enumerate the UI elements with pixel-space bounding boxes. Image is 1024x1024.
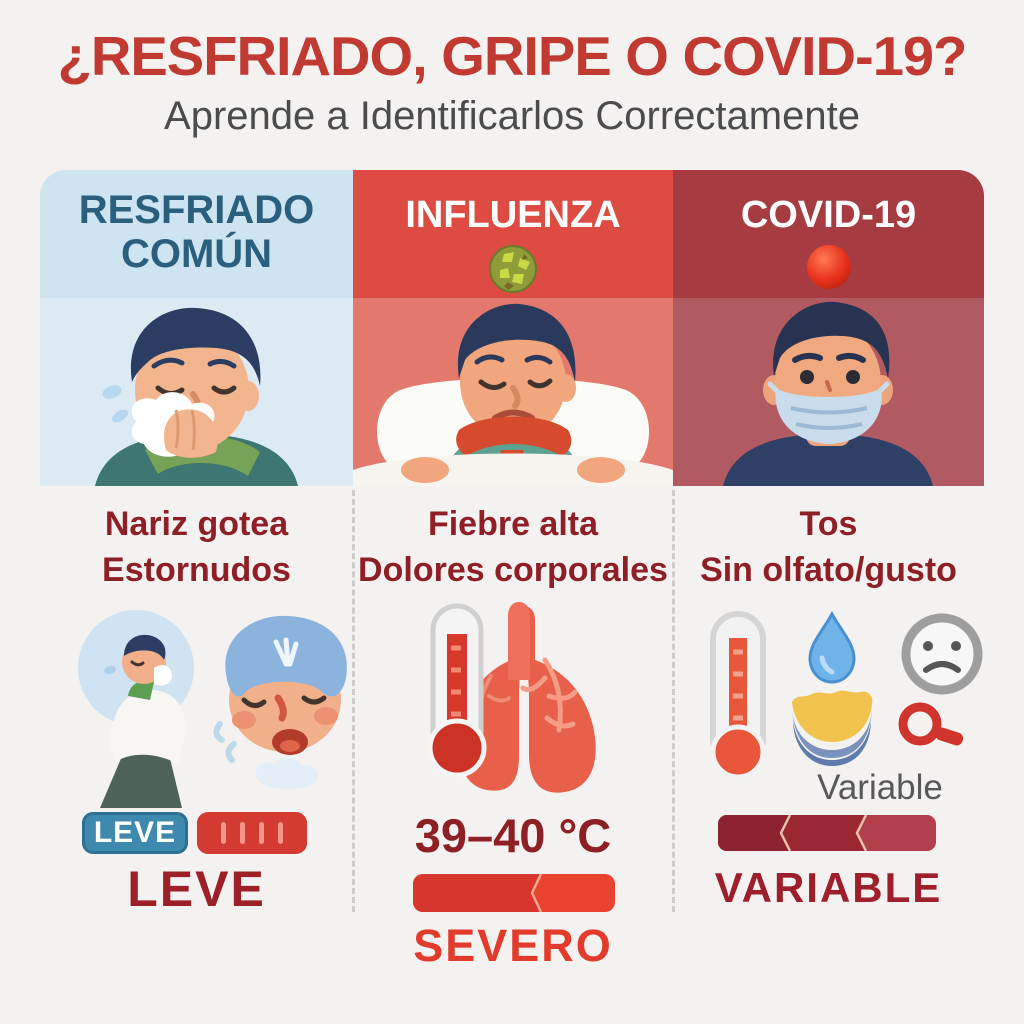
cold-symptom-2: Estornudos bbox=[102, 551, 291, 589]
cold-header-line1: RESFRIADO bbox=[78, 188, 315, 232]
flu-header: INFLUENZA bbox=[405, 194, 621, 236]
cold-sneeze-icons bbox=[78, 610, 347, 808]
covid-severity-bar bbox=[718, 815, 936, 851]
page-title: ¿RESFRIADO, GRIPE O COVID-19? bbox=[57, 25, 968, 87]
covid-illustration bbox=[673, 298, 984, 486]
column-influenza: INFLUENZA bbox=[353, 170, 673, 486]
column-divider bbox=[672, 490, 675, 912]
column-resfriado: RESFRIADO COMÚN bbox=[40, 170, 353, 486]
severity-tick-pill bbox=[197, 812, 307, 854]
covid-symptom-icons bbox=[710, 610, 983, 780]
red-dot-icon bbox=[806, 245, 851, 289]
cold-illustration bbox=[40, 298, 353, 486]
tick bbox=[278, 822, 283, 844]
cold-severity-label: LEVE bbox=[127, 861, 266, 917]
flu-temperature: 39–40 °C bbox=[414, 809, 612, 862]
cold-header: RESFRIADO COMÚN bbox=[40, 188, 353, 276]
tick bbox=[259, 822, 264, 844]
flu-severity-label: SEVERO bbox=[413, 920, 613, 971]
cold-header-line2: COMÚN bbox=[120, 232, 273, 276]
covid-variability-note: Variable bbox=[817, 768, 943, 807]
flu-illustration bbox=[353, 298, 673, 486]
column-covid: COVID-19 bbox=[673, 170, 984, 486]
covid-symptom-2: Sin olfato/gusto bbox=[700, 551, 957, 589]
covid-symptom-1: Tos bbox=[799, 505, 858, 543]
flu-severity-bar bbox=[413, 874, 615, 912]
column-divider bbox=[352, 490, 355, 912]
fever-lungs-icon bbox=[427, 602, 596, 793]
covid-severity-label: VARIABLE bbox=[714, 864, 943, 911]
comparison-panel: RESFRIADO COMÚN bbox=[40, 170, 984, 486]
virus-icon bbox=[489, 245, 537, 293]
tick bbox=[221, 822, 226, 844]
flu-symptom-1: Fiebre alta bbox=[427, 505, 599, 543]
flu-symptom-2: Dolores corporales bbox=[358, 551, 668, 589]
leve-badge: LEVE bbox=[82, 812, 188, 854]
page-subtitle: Aprende a Identificarlos Correctamente bbox=[164, 94, 860, 138]
tick bbox=[240, 822, 245, 844]
cold-symptom-1: Nariz gotea bbox=[104, 505, 289, 543]
covid-header: COVID-19 bbox=[740, 194, 917, 236]
